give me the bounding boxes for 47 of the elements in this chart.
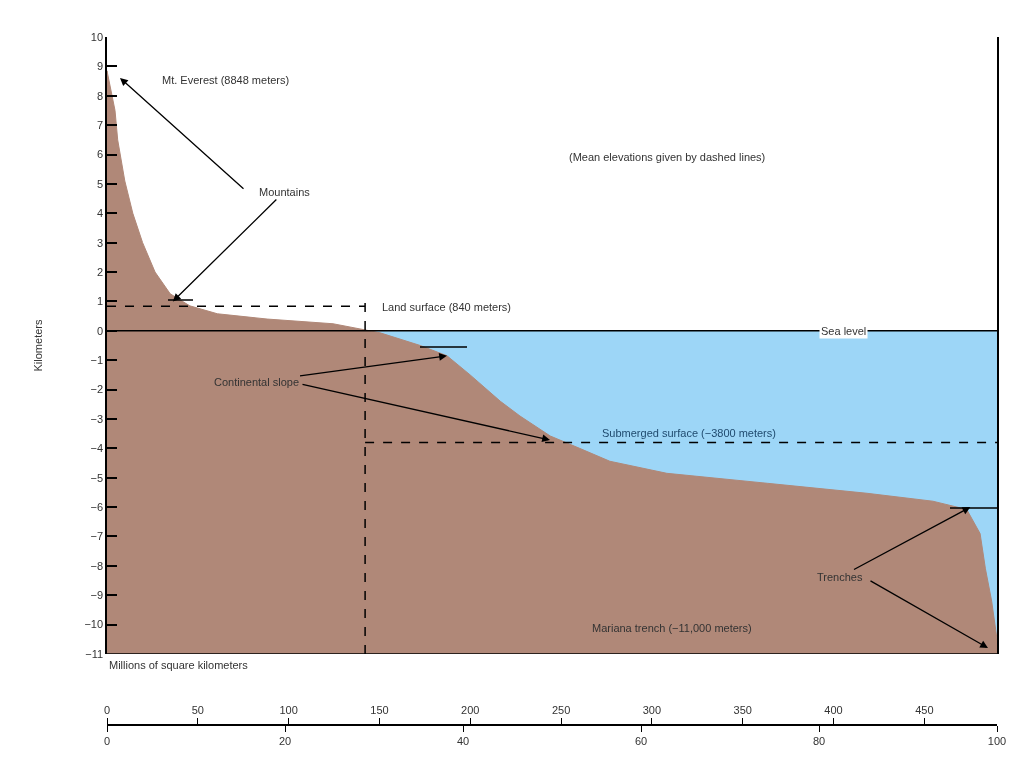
annotation: Mountains	[259, 186, 311, 198]
y-tick-label: 7	[96, 118, 104, 131]
y-tick-label: 6	[96, 148, 104, 161]
y-tick-label: 1	[96, 295, 104, 308]
y-tick-label: −8	[90, 559, 104, 572]
x-tick-label: 60	[634, 734, 648, 747]
y-tick-label: −1	[90, 354, 104, 367]
y-tick-label: −2	[90, 383, 104, 396]
x2-tick-label: 250	[551, 703, 571, 716]
x2-tick-label: 50	[191, 703, 204, 716]
x2-tick-label: 350	[733, 703, 752, 716]
x-tick-label: 40	[456, 734, 470, 747]
y-tick-label: −5	[90, 471, 104, 484]
y-tick-label: −4	[90, 442, 104, 455]
annotation: Mt. Everest (8848 meters)	[162, 74, 290, 86]
x2-tick-label: 450	[915, 703, 934, 716]
y-tick-label: 8	[96, 89, 104, 102]
y-tick-label: 2	[96, 265, 104, 278]
y-tick-label: −3	[90, 412, 104, 425]
ref-line-label: Submerged surface (−3800 meters)	[602, 427, 776, 439]
y-tick-label: 4	[96, 207, 104, 220]
annotation: Trenches	[817, 571, 863, 583]
x2-axis-title: Millions of square kilometers	[109, 659, 249, 671]
annotation: Mariana trench (−11,000 meters)	[592, 622, 752, 634]
y-tick-label: 10	[90, 30, 104, 43]
y-tick-label: 9	[96, 60, 104, 73]
y-tick-label: −6	[90, 500, 104, 513]
y-tick-label: 3	[96, 236, 104, 249]
x2-tick-label: 300	[642, 703, 662, 716]
y-axis-title: Kilometers	[31, 319, 44, 372]
annotation: (Mean elevations given by dashed lines)	[569, 151, 766, 163]
x2-tick-label: 400	[824, 703, 843, 716]
x2-tick-label: 150	[370, 703, 389, 716]
x-tick-label: 80	[812, 734, 826, 747]
x2-tick-label: 100	[279, 703, 298, 716]
ref-line-label: Land surface (840 meters)	[382, 301, 512, 313]
y-tick-label: −9	[90, 589, 104, 602]
x2-tick-label: 200	[461, 703, 480, 716]
annotation: Continental slope	[214, 376, 300, 388]
x-tick-label: 100	[987, 734, 1007, 747]
x-tick-label: 20	[278, 734, 292, 747]
y-tick-label: 5	[96, 177, 104, 190]
y-tick-label: −11	[85, 647, 104, 660]
ref-line-label: Sea level	[821, 325, 867, 337]
y-tick-label: −10	[84, 618, 104, 631]
y-tick-label: 0	[96, 324, 104, 337]
y-tick-label: −7	[90, 530, 104, 543]
